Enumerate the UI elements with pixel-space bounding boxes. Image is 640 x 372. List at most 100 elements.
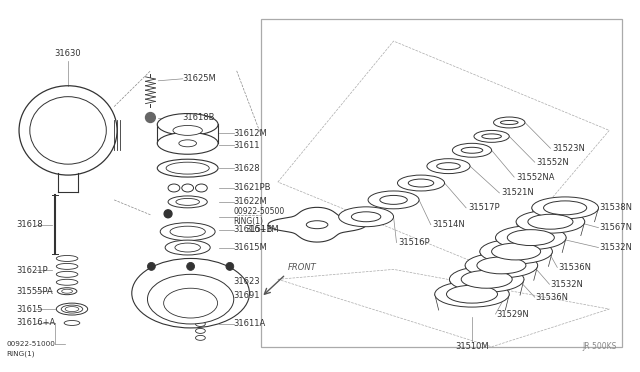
Text: RING(1): RING(1) <box>6 350 35 357</box>
Ellipse shape <box>480 239 552 264</box>
Text: 31552NA: 31552NA <box>516 173 555 182</box>
Text: 31510M: 31510M <box>455 342 489 351</box>
Ellipse shape <box>57 288 77 295</box>
Ellipse shape <box>307 221 328 229</box>
Text: 31516P: 31516P <box>399 238 430 247</box>
Text: 31538N: 31538N <box>600 203 632 212</box>
Ellipse shape <box>495 226 566 250</box>
Text: RING(1): RING(1) <box>234 217 264 226</box>
Ellipse shape <box>368 191 419 209</box>
Text: 31514N: 31514N <box>433 220 465 229</box>
Bar <box>261 19 622 347</box>
Text: 31555PA: 31555PA <box>16 287 53 296</box>
Ellipse shape <box>516 210 585 233</box>
Text: 31612M: 31612M <box>234 129 268 138</box>
Ellipse shape <box>380 195 407 204</box>
Ellipse shape <box>56 256 78 262</box>
Ellipse shape <box>132 259 250 328</box>
Ellipse shape <box>474 131 509 142</box>
Ellipse shape <box>477 257 526 274</box>
Text: 31532N: 31532N <box>600 243 632 252</box>
Text: 31615: 31615 <box>16 305 43 314</box>
Ellipse shape <box>528 214 573 229</box>
Ellipse shape <box>465 253 538 278</box>
Text: 31517P: 31517P <box>468 203 500 212</box>
Ellipse shape <box>170 226 205 237</box>
Ellipse shape <box>461 147 483 153</box>
Circle shape <box>164 210 172 218</box>
Polygon shape <box>268 207 366 242</box>
Ellipse shape <box>447 285 497 303</box>
Text: 31552N: 31552N <box>537 158 570 167</box>
Text: 31521N: 31521N <box>501 189 534 198</box>
Text: 31567N: 31567N <box>600 223 632 232</box>
Ellipse shape <box>492 243 541 260</box>
Ellipse shape <box>461 270 512 288</box>
Text: 31615M: 31615M <box>234 243 268 252</box>
Text: 31611: 31611 <box>234 141 260 150</box>
Ellipse shape <box>532 197 598 219</box>
Ellipse shape <box>157 113 218 135</box>
Ellipse shape <box>166 162 209 174</box>
Ellipse shape <box>65 307 79 312</box>
Ellipse shape <box>179 140 196 147</box>
Text: 31630: 31630 <box>55 48 81 58</box>
Ellipse shape <box>56 271 78 277</box>
Ellipse shape <box>56 303 88 315</box>
Text: 31623: 31623 <box>234 277 260 286</box>
Text: 31618B: 31618B <box>183 113 215 122</box>
Ellipse shape <box>427 159 470 174</box>
Ellipse shape <box>157 132 218 154</box>
Text: 00922-51000: 00922-51000 <box>6 341 55 347</box>
Text: 31625M: 31625M <box>183 74 216 83</box>
Text: FRONT: FRONT <box>287 263 316 272</box>
Ellipse shape <box>175 243 200 252</box>
Text: 00922-50500: 00922-50500 <box>234 207 285 216</box>
Text: 31536N: 31536N <box>558 263 591 272</box>
Text: 31529N: 31529N <box>497 310 529 318</box>
Ellipse shape <box>339 207 394 227</box>
Ellipse shape <box>56 263 78 269</box>
Ellipse shape <box>195 328 205 333</box>
Ellipse shape <box>168 184 180 192</box>
Text: JR 500KS: JR 500KS <box>583 342 617 351</box>
Text: 31621PB: 31621PB <box>234 183 271 192</box>
Circle shape <box>187 262 195 270</box>
Ellipse shape <box>195 321 205 327</box>
Ellipse shape <box>195 184 207 192</box>
Ellipse shape <box>176 198 200 205</box>
Text: 31532N: 31532N <box>550 280 583 289</box>
Text: 31618: 31618 <box>16 220 43 229</box>
Ellipse shape <box>157 159 218 177</box>
Ellipse shape <box>500 121 518 125</box>
Ellipse shape <box>397 175 445 191</box>
Ellipse shape <box>173 125 202 135</box>
Circle shape <box>145 113 156 122</box>
Ellipse shape <box>508 230 554 246</box>
Ellipse shape <box>182 184 193 192</box>
Ellipse shape <box>408 179 434 187</box>
Text: 31511M: 31511M <box>245 225 279 234</box>
Ellipse shape <box>61 305 83 313</box>
Ellipse shape <box>147 274 234 324</box>
Ellipse shape <box>160 223 215 241</box>
Ellipse shape <box>61 289 72 293</box>
Text: 31616+A: 31616+A <box>16 318 55 327</box>
Circle shape <box>226 262 234 270</box>
Ellipse shape <box>64 321 80 326</box>
Ellipse shape <box>164 288 218 318</box>
Text: 31622M: 31622M <box>234 198 268 206</box>
Text: 31616+B: 31616+B <box>234 225 273 234</box>
Ellipse shape <box>168 196 207 208</box>
Text: 31523N: 31523N <box>552 144 585 153</box>
Ellipse shape <box>436 163 460 170</box>
Ellipse shape <box>543 201 587 215</box>
Text: 31628: 31628 <box>234 164 260 173</box>
Ellipse shape <box>449 266 524 292</box>
Ellipse shape <box>56 279 78 285</box>
Ellipse shape <box>452 143 492 157</box>
Circle shape <box>147 262 156 270</box>
Text: 31691: 31691 <box>234 291 260 300</box>
Text: 31621P: 31621P <box>16 266 48 275</box>
Ellipse shape <box>165 240 210 255</box>
